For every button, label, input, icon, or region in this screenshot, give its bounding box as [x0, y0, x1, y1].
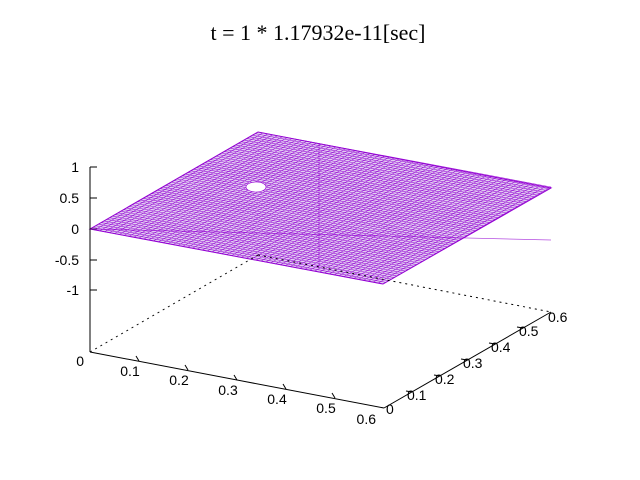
mesh-line [241, 141, 535, 197]
y-axis-ticks [405, 326, 524, 393]
z-tick-label: 1 [71, 159, 79, 175]
surface-guide [89, 228, 552, 241]
mesh-line [358, 182, 527, 280]
surface-mesh [89, 131, 552, 285]
floor-back-edge [257, 254, 552, 313]
x-tick-label: 0.5 [316, 400, 336, 416]
x-tick-label: 0.4 [267, 391, 287, 407]
mesh-line [246, 138, 540, 194]
mesh-line [348, 180, 517, 278]
x-tick-label: 0.2 [169, 372, 189, 388]
z-tick-label: -0.5 [55, 252, 79, 268]
mesh-line [243, 139, 538, 196]
mesh-line [238, 143, 532, 199]
mesh-line [252, 134, 546, 191]
z-tick-label: 0.5 [60, 190, 80, 206]
mesh-line [338, 178, 508, 277]
x-tick-label: 0 [76, 353, 84, 369]
x-tick-label: 0.3 [218, 382, 238, 398]
mesh-line [382, 186, 552, 285]
mesh-line [377, 185, 547, 284]
y-tick-label: 0.3 [463, 355, 483, 371]
chart-title: t = 1 * 1.17932e-11[sec] [210, 20, 425, 45]
y-tick-label: 0.2 [435, 371, 455, 387]
y-tick-label: 0 [386, 401, 394, 417]
mesh-line [235, 144, 529, 201]
mesh-line [229, 147, 524, 204]
y-tick-label: 0.1 [407, 387, 427, 403]
x-tick-label: 0.6 [357, 411, 377, 427]
floor-back-edge [89, 254, 259, 353]
y-tick-label: 0.5 [519, 323, 539, 339]
mesh-line [255, 133, 549, 189]
z-tick-label: 0 [71, 221, 79, 237]
z-tick-label: -1 [67, 282, 80, 298]
mesh-line [249, 136, 543, 193]
mesh-line [363, 183, 532, 281]
mesh-line [257, 131, 552, 188]
x-tick-label: 0.1 [120, 363, 140, 379]
z-axis-ticks [90, 166, 97, 291]
mesh-line [343, 179, 513, 277]
x-axis-ticks [135, 355, 336, 399]
mesh-line [353, 181, 522, 279]
mesh-line [373, 184, 542, 283]
y-tick-label: 0.6 [548, 309, 568, 325]
surface-hole [245, 181, 267, 193]
y-tick-label: 0.4 [491, 339, 511, 355]
mesh-line [368, 183, 537, 282]
mesh-line [232, 146, 526, 202]
